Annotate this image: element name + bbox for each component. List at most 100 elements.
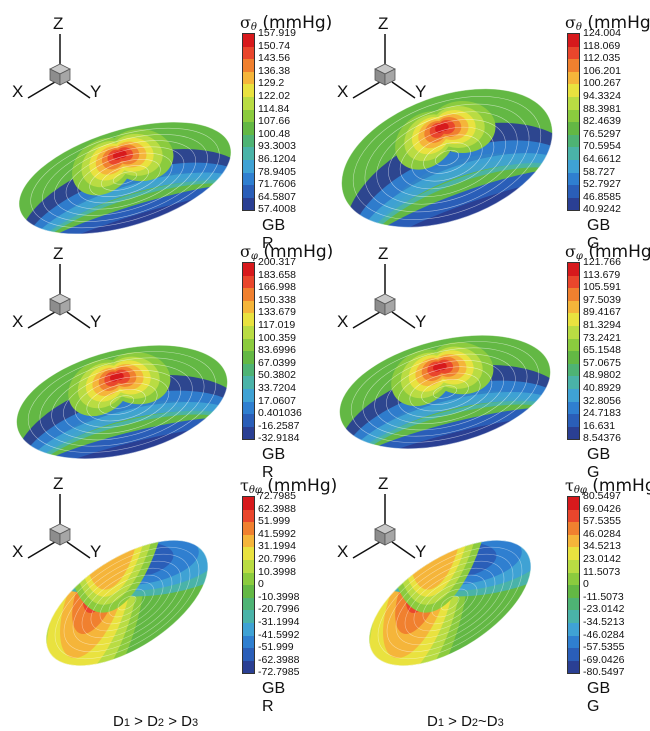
color-swatch <box>568 159 579 173</box>
color-swatch <box>243 622 254 636</box>
caption-part: D <box>427 713 438 730</box>
model-label: GB R <box>262 446 286 482</box>
stress-symbol: σ <box>565 13 576 32</box>
color-swatch <box>568 597 579 611</box>
tick-label: -72.7985 <box>258 666 300 679</box>
tick-label: 107.66 <box>258 115 291 128</box>
caption-part: ~D <box>478 713 498 730</box>
colorbar-title: τθφ (mmHg) <box>565 476 650 496</box>
colorbar-title: σθ (mmHg) <box>240 13 332 33</box>
color-swatch <box>568 585 579 598</box>
stress-subscript: θφ <box>248 485 262 496</box>
tick-label: 100.359 <box>258 331 296 344</box>
tick-label: -20.7996 <box>258 603 300 616</box>
color-swatch <box>243 648 254 661</box>
tick-label: 136.38 <box>258 64 291 77</box>
axis-triad: Z X Y <box>10 14 120 122</box>
color-swatch <box>568 401 579 415</box>
color-swatch <box>568 635 579 649</box>
axis-triad: Z X Y <box>10 244 120 352</box>
stress-unit: (mmHg) <box>592 476 650 496</box>
tick-label: 23.0142 <box>583 552 621 565</box>
colorbar-strip <box>567 262 580 441</box>
axis-label-x: X <box>12 82 24 101</box>
color-swatch <box>568 497 579 510</box>
color-swatch <box>243 300 254 314</box>
tick-label: 70.5954 <box>583 140 621 153</box>
color-swatch <box>568 263 579 276</box>
tick-label: 33.7204 <box>258 381 296 394</box>
axis-label-x: X <box>12 542 24 561</box>
tick-label: 11.5073 <box>583 565 621 578</box>
stress-subscript: θ <box>250 22 257 33</box>
color-swatch <box>243 109 254 123</box>
color-swatch <box>243 313 254 326</box>
stress-ellipsoid <box>340 88 565 235</box>
color-swatch <box>568 509 579 523</box>
color-swatch <box>568 34 579 47</box>
color-swatch <box>568 288 579 301</box>
stress-ellipsoid <box>17 121 240 235</box>
color-swatch <box>243 559 254 573</box>
color-swatch <box>568 300 579 314</box>
colorbar-ticks: 157.919 150.74 143.56 136.38 129.2 122.02 114.… <box>258 27 296 216</box>
model-label: GB R <box>262 217 286 253</box>
panel-sigma-phi-gb-g: Z X Yσφ (mmHg)121.766113.679105.59197.5039… <box>325 240 650 481</box>
axis-triad: Z X Y <box>335 474 445 582</box>
axis-triad: Z X Y <box>10 474 120 582</box>
tick-label: 51.999 <box>258 515 291 528</box>
color-swatch <box>568 351 579 364</box>
tick-label: -80.5497 <box>583 666 625 679</box>
color-swatch <box>243 34 254 47</box>
tick-label: -34.5213 <box>583 615 625 628</box>
caption-left: D1 > D2 > D3 <box>113 713 198 730</box>
color-swatch <box>568 534 579 548</box>
tick-label: 183.658 <box>258 268 296 281</box>
color-swatch <box>568 559 579 573</box>
color-swatch <box>243 376 254 389</box>
axis-label-y: Y <box>415 82 427 101</box>
tick-label: 118.069 <box>583 39 621 52</box>
color-swatch <box>243 414 254 427</box>
tick-label: 57.4008 <box>258 203 296 216</box>
tick-label: 58.727 <box>583 165 616 178</box>
tick-label: 114.84 <box>258 102 290 115</box>
model-label: GB R <box>262 680 286 716</box>
tick-label: 83.6996 <box>258 344 296 357</box>
caption-part: > D <box>164 713 192 730</box>
tick-label: 16.631 <box>583 419 616 432</box>
color-swatch <box>243 159 254 173</box>
color-swatch <box>568 46 579 60</box>
tick-label: 143.56 <box>258 52 291 65</box>
stress-symbol: σ <box>565 242 576 261</box>
colorbar-title: σθ (mmHg) <box>565 13 650 33</box>
model-label: GB G <box>587 446 611 482</box>
color-swatch <box>568 172 579 186</box>
stress-subscript: φ <box>250 251 258 262</box>
tick-label: 65.1548 <box>583 344 621 357</box>
color-swatch <box>243 363 254 377</box>
color-swatch <box>243 351 254 364</box>
tick-label: 24.7183 <box>583 407 621 420</box>
stress-ellipsoid <box>348 515 552 691</box>
tick-label: 0.401036 <box>258 407 302 420</box>
color-swatch <box>243 572 254 586</box>
axis-triad-icon <box>27 34 91 99</box>
axis-label-z: Z <box>53 14 64 33</box>
tick-label: 41.5992 <box>258 527 296 540</box>
tick-label: 112.035 <box>583 52 621 65</box>
stress-subscript: φ <box>575 251 583 262</box>
stress-subscript: θ <box>575 22 582 33</box>
color-swatch <box>243 635 254 649</box>
stress-symbol: τ <box>240 476 249 495</box>
axis-triad-icon <box>27 264 91 329</box>
stress-unit: (mmHg) <box>261 476 338 496</box>
tick-label: 57.0675 <box>583 356 621 369</box>
axis-label-z: Z <box>53 474 64 493</box>
axis-label-y: Y <box>90 82 102 101</box>
colorbar-strip <box>567 33 580 212</box>
tick-label: 64.6612 <box>583 152 621 165</box>
axis-triad: Z X Y <box>335 244 445 352</box>
